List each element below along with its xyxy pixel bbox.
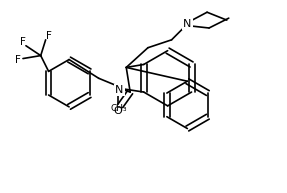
Text: N: N: [183, 19, 191, 29]
Text: CH₃: CH₃: [110, 104, 127, 113]
Text: N: N: [115, 85, 123, 95]
Text: F: F: [15, 55, 21, 64]
Text: O: O: [113, 106, 122, 116]
Text: F: F: [46, 31, 52, 41]
Text: F: F: [20, 37, 26, 47]
